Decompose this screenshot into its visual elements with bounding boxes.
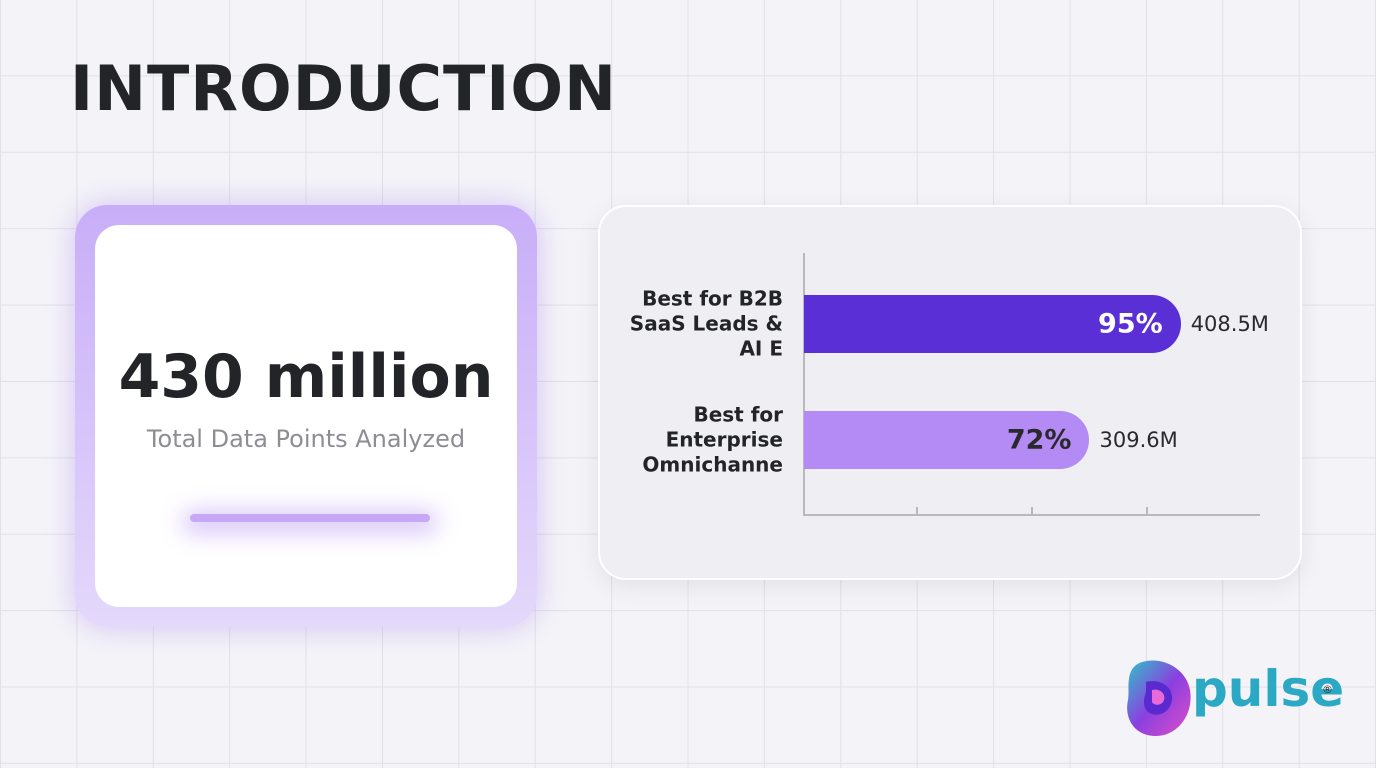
category-label: Best for Enterprise Omnichanne [642,402,783,477]
axis-tick [1031,507,1033,515]
glow-bar [190,514,430,522]
value-label: 72% [1006,424,1072,456]
stat-label: Total Data Points Analyzed [146,425,466,453]
x-axis [803,514,1260,516]
chart-card [598,205,1302,580]
value-label: 95% [1098,308,1163,340]
y-axis [803,253,805,516]
stat-value: 430 million [118,342,494,412]
category-label: Best for B2B SaaS Leads & AI E [629,286,783,361]
bar [804,295,1181,353]
logo-text: pulse [1192,660,1345,718]
count-label: 309.6M [1099,428,1178,452]
stat-card [95,225,517,607]
page-title: INTRODUCTION [70,52,617,125]
bar [804,411,1090,469]
axis-tick [916,507,918,515]
logo-icon [1127,660,1191,736]
axis-tick [1146,507,1148,515]
logo-mark: ® [1322,683,1333,696]
count-label: 408.5M [1190,312,1269,336]
